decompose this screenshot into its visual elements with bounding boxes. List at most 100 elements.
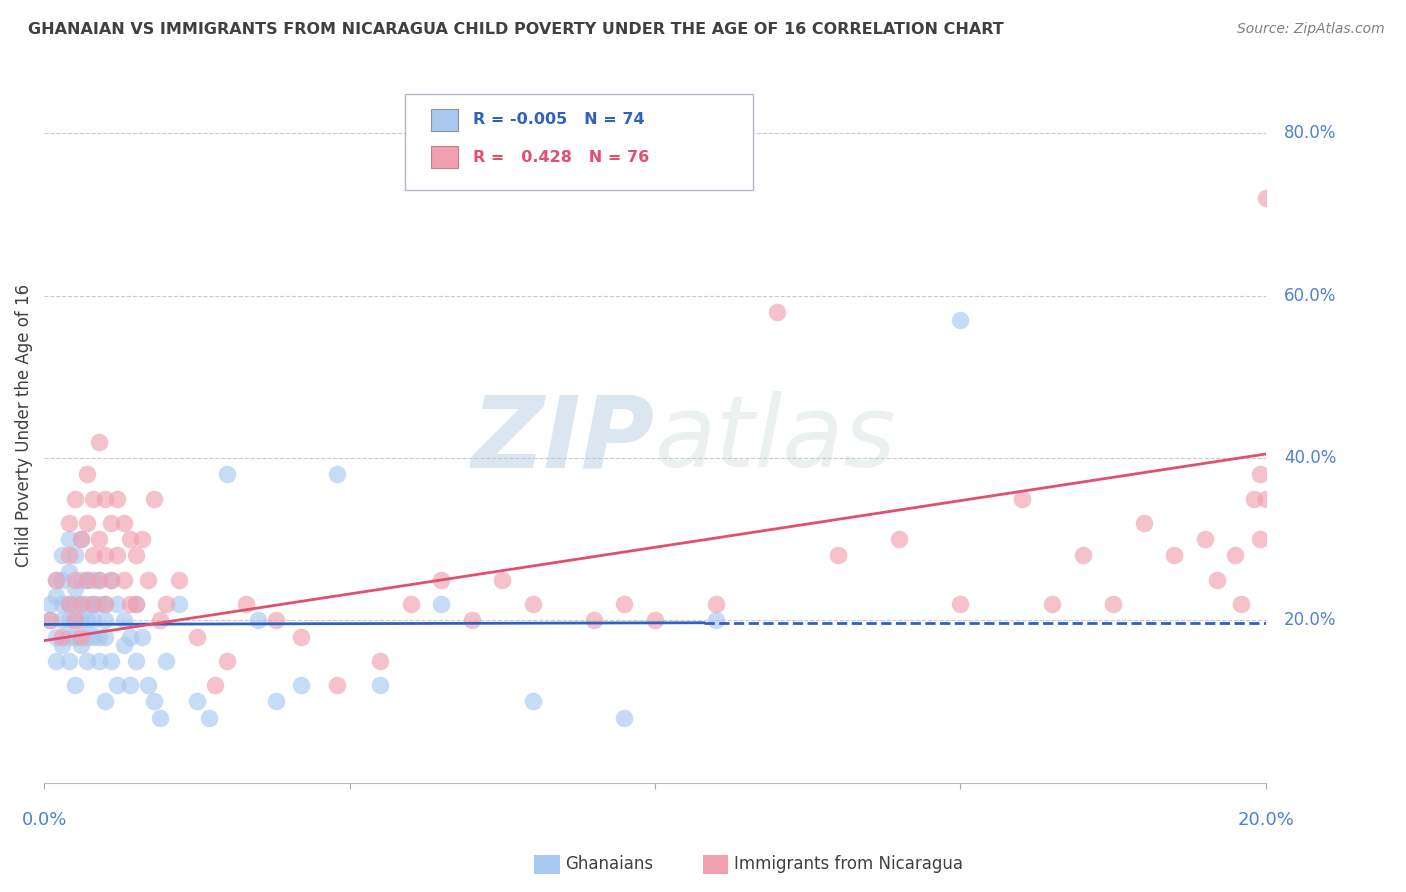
- Text: 0.0%: 0.0%: [21, 811, 67, 829]
- Point: [87, 654, 110, 668]
- Point: [39, 613, 62, 627]
- Point: [118, 532, 141, 546]
- Point: [1249, 532, 1271, 546]
- Point: [76, 573, 98, 587]
- Point: [217, 654, 239, 668]
- Point: [107, 491, 129, 506]
- Point: [76, 654, 98, 668]
- Point: [155, 654, 177, 668]
- Point: [69, 573, 91, 587]
- Point: [430, 573, 453, 587]
- Point: [136, 573, 159, 587]
- Point: [63, 630, 86, 644]
- Point: [63, 613, 86, 627]
- Point: [766, 305, 789, 319]
- Point: [94, 597, 117, 611]
- Point: [94, 613, 117, 627]
- Point: [613, 597, 636, 611]
- Point: [63, 491, 86, 506]
- Point: [58, 532, 80, 546]
- Point: [949, 313, 972, 327]
- Point: [368, 654, 391, 668]
- Point: [204, 678, 226, 692]
- Point: [368, 678, 391, 692]
- Point: [94, 549, 117, 563]
- Point: [1194, 532, 1216, 546]
- Point: [76, 516, 98, 530]
- Point: [264, 694, 287, 708]
- Text: GHANAIAN VS IMMIGRANTS FROM NICARAGUA CHILD POVERTY UNDER THE AGE OF 16 CORRELAT: GHANAIAN VS IMMIGRANTS FROM NICARAGUA CH…: [28, 22, 1004, 37]
- Point: [69, 597, 91, 611]
- Point: [69, 613, 91, 627]
- Point: [45, 654, 67, 668]
- Point: [87, 597, 110, 611]
- Point: [58, 597, 80, 611]
- Text: 20.0%: 20.0%: [1237, 811, 1295, 829]
- FancyBboxPatch shape: [432, 146, 458, 169]
- Point: [1071, 549, 1094, 563]
- Point: [112, 638, 135, 652]
- Point: [69, 597, 91, 611]
- Point: [1206, 573, 1229, 587]
- Point: [58, 613, 80, 627]
- Text: Source: ZipAtlas.com: Source: ZipAtlas.com: [1237, 22, 1385, 37]
- Point: [76, 597, 98, 611]
- Text: Ghanaians: Ghanaians: [565, 855, 654, 873]
- Point: [1040, 597, 1063, 611]
- Point: [1225, 549, 1247, 563]
- Point: [100, 654, 122, 668]
- Point: [613, 711, 636, 725]
- Point: [326, 678, 349, 692]
- Point: [39, 597, 62, 611]
- Point: [149, 613, 172, 627]
- Point: [58, 549, 80, 563]
- Point: [125, 597, 148, 611]
- Point: [94, 694, 117, 708]
- Point: [107, 597, 129, 611]
- Text: 80.0%: 80.0%: [1284, 125, 1337, 143]
- Point: [143, 694, 166, 708]
- Point: [100, 573, 122, 587]
- Point: [217, 467, 239, 482]
- Point: [87, 434, 110, 449]
- Point: [87, 532, 110, 546]
- Point: [58, 597, 80, 611]
- Point: [82, 491, 104, 506]
- Point: [136, 678, 159, 692]
- Point: [704, 613, 727, 627]
- Point: [51, 613, 73, 627]
- Point: [45, 630, 67, 644]
- Point: [461, 613, 484, 627]
- Text: R = -0.005   N = 74: R = -0.005 N = 74: [472, 112, 644, 128]
- Point: [1254, 191, 1277, 205]
- Point: [45, 589, 67, 603]
- Point: [522, 694, 544, 708]
- Point: [82, 549, 104, 563]
- Point: [290, 678, 312, 692]
- Point: [235, 597, 257, 611]
- FancyBboxPatch shape: [432, 109, 458, 130]
- Point: [39, 613, 62, 627]
- Point: [100, 516, 122, 530]
- Point: [1230, 597, 1253, 611]
- Point: [63, 597, 86, 611]
- Point: [51, 638, 73, 652]
- Point: [58, 630, 80, 644]
- Point: [82, 630, 104, 644]
- Point: [51, 573, 73, 587]
- Text: ZIP: ZIP: [472, 392, 655, 488]
- Point: [125, 654, 148, 668]
- Point: [290, 630, 312, 644]
- Point: [118, 678, 141, 692]
- Point: [112, 613, 135, 627]
- Point: [704, 597, 727, 611]
- Point: [827, 549, 849, 563]
- Text: Immigrants from Nicaragua: Immigrants from Nicaragua: [734, 855, 963, 873]
- Text: 40.0%: 40.0%: [1284, 449, 1337, 467]
- Point: [82, 597, 104, 611]
- Point: [76, 467, 98, 482]
- Point: [112, 516, 135, 530]
- Point: [1102, 597, 1125, 611]
- Point: [155, 597, 177, 611]
- Point: [82, 613, 104, 627]
